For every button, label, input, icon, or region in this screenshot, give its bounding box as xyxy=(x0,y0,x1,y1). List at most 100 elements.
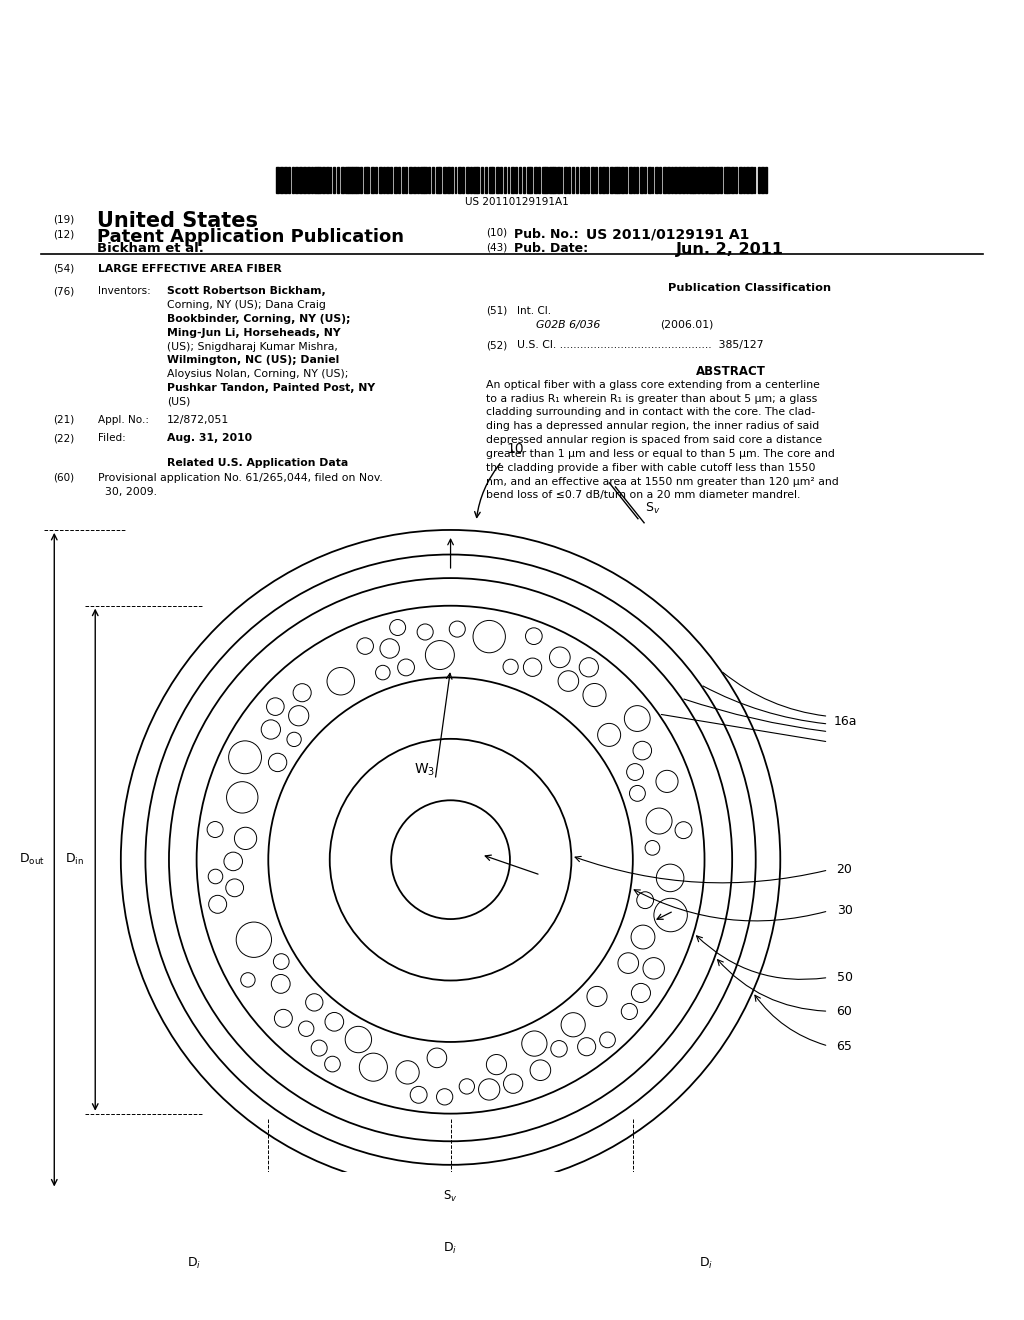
Text: bend loss of ≤0.7 dB/turn on a 20 mm diameter mandrel.: bend loss of ≤0.7 dB/turn on a 20 mm dia… xyxy=(486,490,801,500)
Text: An optical fiber with a glass core extending from a centerline: An optical fiber with a glass core exten… xyxy=(486,380,820,389)
Bar xyxy=(735,168,737,193)
Circle shape xyxy=(411,1086,427,1104)
Bar xyxy=(575,168,578,193)
Bar xyxy=(523,168,525,193)
Bar xyxy=(591,168,594,193)
Bar xyxy=(424,168,427,193)
Bar xyxy=(584,168,586,193)
Bar xyxy=(655,168,658,193)
Text: Aug. 31, 2010: Aug. 31, 2010 xyxy=(167,433,252,444)
Bar xyxy=(276,168,280,193)
Bar xyxy=(485,168,486,193)
Text: Related U.S. Application Data: Related U.S. Application Data xyxy=(167,458,348,467)
Circle shape xyxy=(345,1027,372,1053)
Circle shape xyxy=(396,1061,419,1084)
Circle shape xyxy=(380,639,399,659)
Bar xyxy=(648,168,651,193)
Text: the cladding provide a fiber with cable cutoff less than 1550: the cladding provide a fiber with cable … xyxy=(486,463,816,473)
Circle shape xyxy=(224,853,243,871)
Text: Pub. Date:: Pub. Date: xyxy=(514,242,588,255)
Bar xyxy=(394,168,397,193)
Bar xyxy=(742,168,745,193)
Text: US 2011/0129191 A1: US 2011/0129191 A1 xyxy=(586,228,750,242)
Bar xyxy=(549,168,553,193)
Circle shape xyxy=(299,1022,314,1036)
Bar xyxy=(693,168,695,193)
Bar xyxy=(443,168,446,193)
Circle shape xyxy=(486,1055,507,1074)
Bar xyxy=(731,168,734,193)
Bar xyxy=(421,168,424,193)
Bar xyxy=(651,168,653,193)
Bar xyxy=(375,168,377,193)
Text: depressed annular region is spaced from said core a distance: depressed annular region is spaced from … xyxy=(486,436,822,445)
Text: D$_i$: D$_i$ xyxy=(699,1255,714,1271)
Circle shape xyxy=(450,622,465,638)
Bar xyxy=(341,168,344,193)
Text: greater than 1 μm and less or equal to than 5 μm. The core and: greater than 1 μm and less or equal to t… xyxy=(486,449,836,459)
Text: (60): (60) xyxy=(53,473,75,483)
Bar xyxy=(637,168,638,193)
Text: to a radius R₁ wherein R₁ is greater than about 5 μm; a glass: to a radius R₁ wherein R₁ is greater tha… xyxy=(486,393,817,404)
Circle shape xyxy=(632,983,650,1002)
Bar xyxy=(682,168,685,193)
Circle shape xyxy=(359,1053,387,1081)
Circle shape xyxy=(656,771,678,792)
Bar xyxy=(481,168,483,193)
Bar xyxy=(504,168,506,193)
Bar xyxy=(477,168,479,193)
Circle shape xyxy=(208,869,223,884)
Circle shape xyxy=(241,973,255,987)
Bar xyxy=(511,168,514,193)
Text: Filed:: Filed: xyxy=(98,433,126,444)
Circle shape xyxy=(504,1074,523,1093)
Bar xyxy=(671,168,673,193)
Bar xyxy=(397,168,400,193)
Bar xyxy=(587,168,589,193)
Text: (52): (52) xyxy=(486,341,508,350)
Circle shape xyxy=(583,684,606,706)
Bar xyxy=(310,168,313,193)
Bar xyxy=(686,168,688,193)
Bar xyxy=(724,168,727,193)
Text: ding has a depressed annular region, the inner radius of said: ding has a depressed annular region, the… xyxy=(486,421,819,432)
Circle shape xyxy=(478,1078,500,1100)
Bar xyxy=(663,168,666,193)
Circle shape xyxy=(558,671,579,692)
Text: Corning, NY (US); Dana Craig: Corning, NY (US); Dana Craig xyxy=(167,300,326,310)
Bar xyxy=(617,168,620,193)
Circle shape xyxy=(268,754,287,772)
Text: Int. Cl.: Int. Cl. xyxy=(517,306,551,315)
Text: Publication Classification: Publication Classification xyxy=(669,284,831,293)
Text: 50: 50 xyxy=(837,972,853,983)
Text: (2006.01): (2006.01) xyxy=(660,319,714,330)
Circle shape xyxy=(273,954,289,969)
Bar xyxy=(580,168,582,193)
Circle shape xyxy=(357,638,374,655)
Bar xyxy=(640,168,643,193)
Bar xyxy=(432,168,434,193)
Bar xyxy=(314,168,317,193)
Bar xyxy=(435,168,438,193)
Text: G02B 6/036: G02B 6/036 xyxy=(536,319,600,330)
Text: Pushkar Tandon, Painted Post, NY: Pushkar Tandon, Painted Post, NY xyxy=(167,383,375,393)
Bar xyxy=(629,168,632,193)
Text: LARGE EFFECTIVE AREA FIBER: LARGE EFFECTIVE AREA FIBER xyxy=(98,264,282,273)
Bar xyxy=(455,168,457,193)
Bar xyxy=(296,168,298,193)
Circle shape xyxy=(325,1012,344,1031)
Circle shape xyxy=(274,1010,292,1027)
Text: D$_\mathrm{in}$: D$_\mathrm{in}$ xyxy=(66,853,84,867)
Bar xyxy=(428,168,430,193)
Text: Aloysius Nolan, Corning, NY (US);: Aloysius Nolan, Corning, NY (US); xyxy=(167,370,348,379)
Circle shape xyxy=(425,640,455,669)
Bar xyxy=(754,168,756,193)
Bar xyxy=(466,168,469,193)
Bar xyxy=(410,168,412,193)
Bar xyxy=(610,168,612,193)
Bar xyxy=(406,168,407,193)
Circle shape xyxy=(550,647,570,668)
Bar xyxy=(345,168,348,193)
Circle shape xyxy=(271,974,290,994)
Circle shape xyxy=(578,1038,596,1056)
